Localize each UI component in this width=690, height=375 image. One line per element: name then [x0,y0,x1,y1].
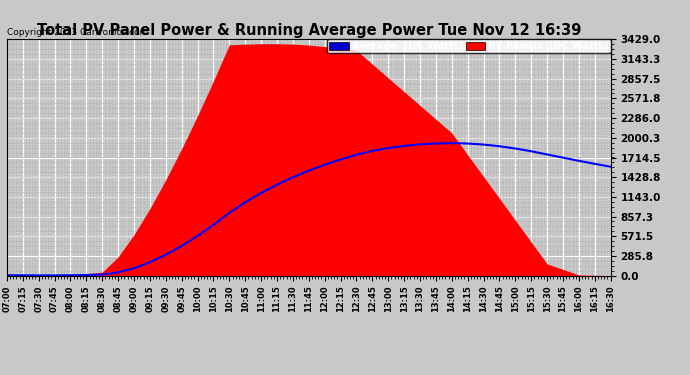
Text: Copyright 2013 Cartronics.com: Copyright 2013 Cartronics.com [7,28,148,37]
Legend: Average  (DC Watts), PV Panels  (DC Watts): Average (DC Watts), PV Panels (DC Watts) [327,39,611,53]
Title: Total PV Panel Power & Running Average Power Tue Nov 12 16:39: Total PV Panel Power & Running Average P… [37,23,581,38]
